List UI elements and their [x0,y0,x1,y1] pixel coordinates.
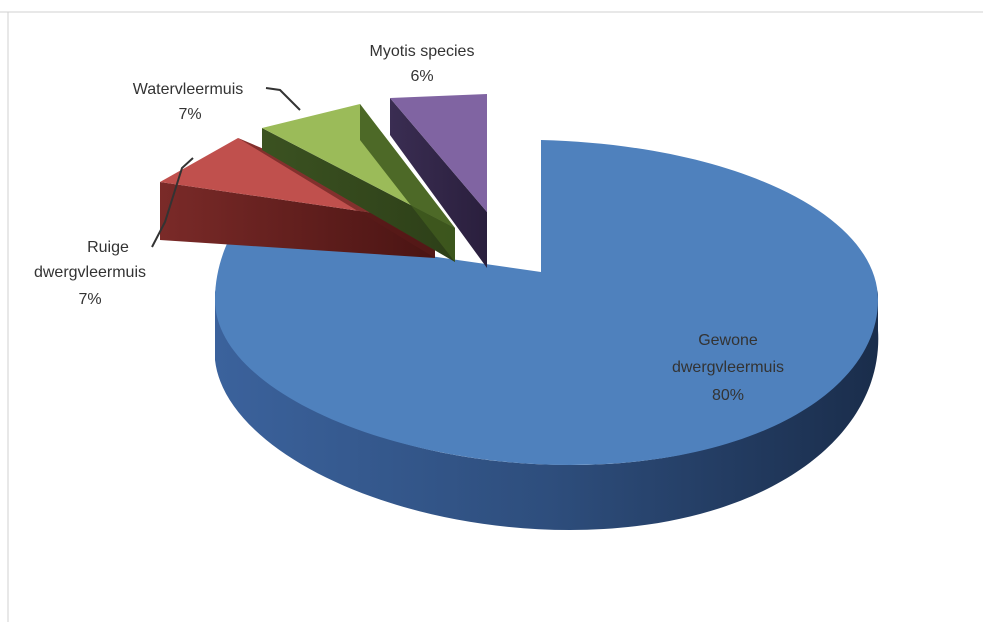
label-myotis: Myotis species 6% [370,43,475,85]
label-ruige-value: 7% [78,291,101,308]
slice-gewone-top [215,140,878,465]
leader-line-ruige [151,157,194,248]
label-gewone-value: 80% [712,387,744,404]
slice-myotis-side [390,98,487,268]
slice-gewone-side [215,290,879,530]
label-ruige-line2: dwergvleermuis [34,264,146,281]
slice-water-side [262,128,455,262]
label-ruige: Ruige dwergvleermuis 7% [34,239,146,308]
slice-water [262,104,455,262]
label-gewone-line1: Gewone [698,332,758,349]
label-myotis-value: 6% [410,68,433,85]
label-myotis-name: Myotis species [370,43,475,60]
label-gewone: Gewone dwergvleermuis 80% [672,332,784,404]
leader-line-water [265,87,301,111]
label-gewone-line2: dwergvleermuis [672,359,784,376]
label-water-value: 7% [178,106,201,123]
slice-gewone [215,140,879,530]
label-ruige-line1: Ruige [87,239,129,256]
label-water: Watervleermuis 7% [133,81,244,123]
label-water-name: Watervleermuis [133,81,244,98]
slice-ruige-side [160,182,435,258]
slice-myotis-top [390,94,487,212]
slice-myotis [390,94,487,268]
